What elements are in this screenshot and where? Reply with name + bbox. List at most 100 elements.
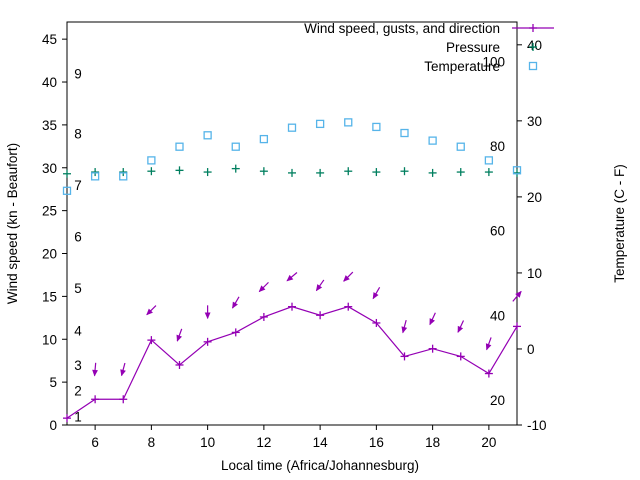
series-2-point <box>372 168 381 177</box>
series-3-point <box>315 119 325 129</box>
series-2-point <box>91 168 100 177</box>
wind-direction-arrow <box>457 320 465 333</box>
series-3-point <box>203 131 212 140</box>
series-2-point <box>400 167 409 176</box>
x-axis-tick-label: 6 <box>91 435 99 450</box>
y2-axis-tick-label: -10 <box>527 418 547 433</box>
series-2-point <box>147 167 156 176</box>
y2-axis-tick-label: 20 <box>527 190 542 205</box>
wind-direction-arrow <box>401 319 408 334</box>
series-1-point <box>259 312 268 321</box>
wind-direction-arrow <box>146 305 157 316</box>
beaufort-scale-label: 2 <box>74 384 82 399</box>
series-3-point <box>400 128 409 138</box>
series-2-point <box>175 166 184 175</box>
y-axis-tick-label: 35 <box>42 118 57 133</box>
beaufort-scale-label: 1 <box>74 409 82 424</box>
fahrenheit-scale-label: 40 <box>490 309 505 324</box>
series-3-point <box>512 166 522 175</box>
x-axis-tick-label: 16 <box>369 435 384 450</box>
legend-label-3: Temperature <box>424 59 500 74</box>
x-axis-tick-label: 12 <box>256 435 271 450</box>
series-3-point <box>428 136 437 145</box>
series-1-point <box>91 395 100 404</box>
series-1-point <box>344 302 353 311</box>
fahrenheit-scale-label: 100 <box>482 55 505 70</box>
series-3-point <box>484 156 494 165</box>
beaufort-scale-label: 5 <box>74 281 82 296</box>
series-1-line <box>66 306 518 419</box>
series-2-point <box>513 168 521 177</box>
x-axis-tick-label: 20 <box>481 435 496 450</box>
legend-marker-1 <box>529 24 537 32</box>
wind-direction-arrow <box>286 272 298 282</box>
series-3-point <box>62 186 72 195</box>
series-3-point <box>90 172 100 181</box>
legend-label-2: Pressure <box>446 40 500 55</box>
x-axis-title: Local time (Africa/Johannesburg) <box>221 458 419 473</box>
wind-direction-arrow <box>429 312 436 326</box>
series-3-point <box>231 142 240 151</box>
x-axis-tick-label: 14 <box>313 435 329 450</box>
x-axis-tick-label: 10 <box>200 435 215 450</box>
series-1-point <box>400 352 409 361</box>
x-axis-tick-label: 18 <box>425 435 440 450</box>
series-2-point <box>63 169 71 178</box>
series-1-point <box>372 318 381 327</box>
series-2-point <box>119 168 128 177</box>
y-axis-tick-label: 5 <box>49 375 57 390</box>
fahrenheit-scale-label: 20 <box>490 393 505 408</box>
series-1-point <box>119 395 128 404</box>
series-2-point <box>231 164 240 173</box>
y-axis-tick-label: 20 <box>42 247 57 262</box>
series-3-point <box>119 172 128 181</box>
series-3-point <box>372 122 381 132</box>
y2-axis-tick-label: 30 <box>527 114 542 129</box>
wind-direction-arrow <box>485 337 492 351</box>
series-1-point <box>203 337 212 346</box>
beaufort-scale-label: 4 <box>74 324 82 339</box>
series-2-point <box>288 168 296 177</box>
series-2-point <box>344 167 353 176</box>
wind-direction-arrow <box>204 305 211 320</box>
wind-direction-arrow <box>343 271 354 282</box>
y-axis-tick-label: 45 <box>42 32 57 47</box>
y-axis-tick-label: 10 <box>42 332 57 347</box>
y-axis-tick-label: 30 <box>42 161 57 176</box>
y2-axis-tick-label: 0 <box>527 342 535 357</box>
wind-direction-arrow <box>176 328 183 342</box>
wind-direction-arrow <box>372 287 381 300</box>
series-2-point <box>456 168 465 177</box>
beaufort-scale-label: 6 <box>74 229 82 244</box>
y-axis-title: Wind speed (kn - Beaufort) <box>5 143 20 304</box>
series-3-point <box>147 156 156 165</box>
y2-axis-title: Temperature (C - F) <box>612 164 627 283</box>
series-1-point <box>147 336 156 345</box>
x-axis-tick-label: 8 <box>148 435 156 450</box>
legend-marker-2 <box>529 43 537 51</box>
wind-direction-arrow <box>92 362 98 377</box>
series-1-point <box>456 352 465 361</box>
series-1-point <box>316 311 325 320</box>
series-3-point <box>344 118 353 127</box>
series-1-point <box>231 328 240 337</box>
y-axis-tick-label: 25 <box>42 204 57 219</box>
series-1-point <box>513 322 521 331</box>
y2-axis-tick-label: 40 <box>527 38 542 53</box>
series-1-point <box>484 369 493 378</box>
series-3-point <box>456 142 465 151</box>
wind-direction-arrow <box>258 281 269 293</box>
series-3-point <box>259 134 269 144</box>
series-2-point <box>203 168 212 177</box>
legend-label-1: Wind speed, gusts, and direction <box>304 21 500 36</box>
fahrenheit-scale-label: 80 <box>490 139 505 154</box>
series-2-point <box>484 168 493 177</box>
fahrenheit-scale-label: 60 <box>490 223 505 238</box>
wind-direction-arrow <box>512 290 522 302</box>
series-3-point <box>175 142 184 151</box>
wind-direction-arrow <box>315 279 325 292</box>
beaufort-scale-label: 7 <box>74 178 82 193</box>
series-2-point <box>259 167 268 176</box>
